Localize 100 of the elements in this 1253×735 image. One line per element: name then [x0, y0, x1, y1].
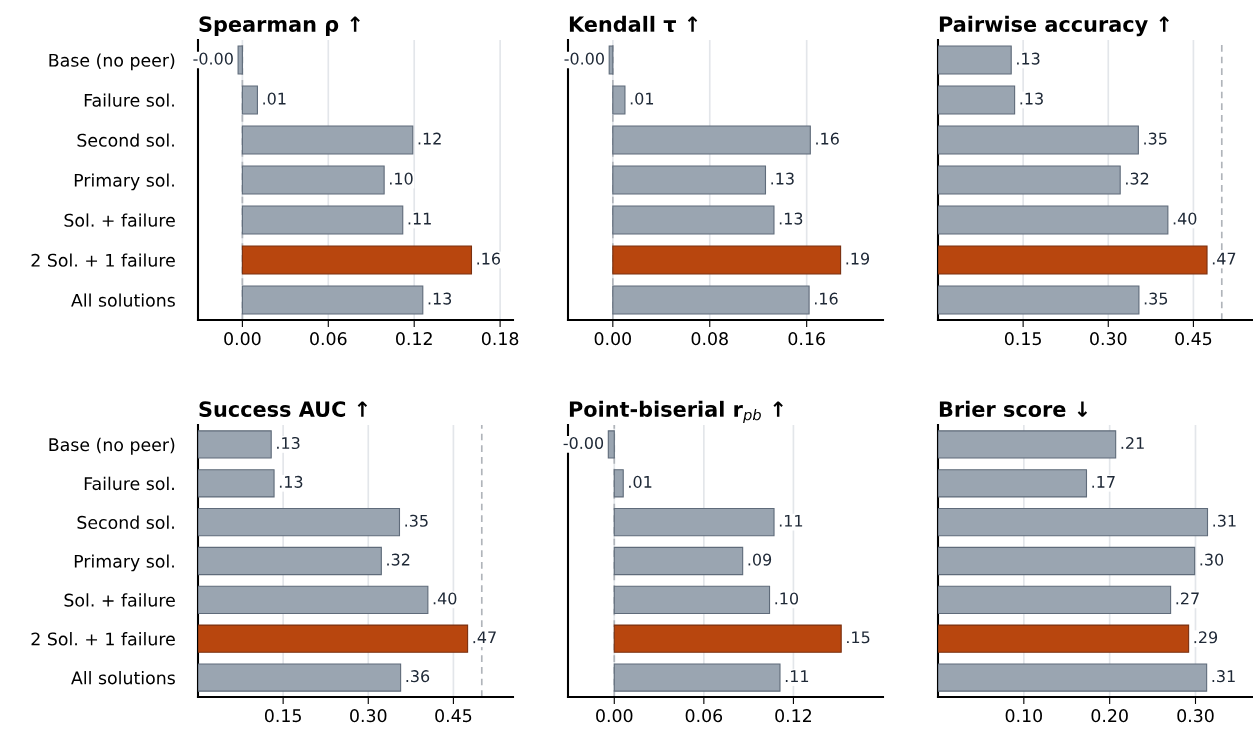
- bar: [938, 205, 1169, 235]
- data-label: .12: [418, 132, 441, 145]
- data-label: .47: [1212, 252, 1236, 265]
- bar: [938, 125, 1139, 155]
- bar: [241, 205, 404, 235]
- y-tick-label: Primary sol.: [74, 554, 174, 572]
- data-label: .13: [277, 436, 300, 450]
- x-tick-label: 0.16: [788, 332, 825, 346]
- bar: [241, 85, 258, 115]
- x-tick-label: 0.20: [1091, 709, 1128, 723]
- bar: [938, 45, 1012, 75]
- chart-title: Pairwise accuracy ↑: [939, 15, 1169, 37]
- x-tick-label: 0.30: [1177, 709, 1214, 723]
- data-label: .13: [779, 212, 803, 225]
- x-tick-label: 0.10: [1005, 709, 1043, 723]
- bar: [938, 85, 1016, 115]
- bar: [938, 469, 1088, 498]
- bar: [612, 165, 767, 195]
- data-label: .01: [630, 92, 654, 105]
- y-tick-label: Base (no peer): [49, 53, 175, 71]
- bar: [607, 430, 615, 459]
- bar: [241, 245, 473, 275]
- data-label: .35: [1144, 132, 1167, 145]
- data-label: .35: [405, 514, 428, 527]
- bar: [938, 285, 1140, 315]
- data-label: .32: [1126, 172, 1149, 185]
- x-tick-label: 0.12: [775, 709, 812, 723]
- bar: [613, 663, 781, 692]
- data-label: .16: [816, 132, 839, 145]
- data-label: .31: [1212, 670, 1235, 683]
- data-label: .11: [785, 670, 809, 682]
- bar: [198, 430, 272, 459]
- data-label: .13: [1020, 92, 1043, 105]
- bar: [237, 45, 243, 75]
- x-tick-label: 0.12: [396, 332, 432, 346]
- data-label: .09: [748, 553, 772, 566]
- data-label: .11: [408, 212, 431, 225]
- bar: [612, 85, 626, 115]
- bar: [198, 663, 402, 692]
- data-label: .32: [387, 553, 410, 566]
- bar: [612, 205, 775, 235]
- x-tick-label: 0.00: [596, 709, 633, 723]
- data-label: .10: [775, 592, 799, 605]
- y-tick-label: Sol. + failure: [64, 213, 175, 227]
- x-tick-label: 0.08: [691, 332, 728, 346]
- data-label: .36: [406, 670, 430, 683]
- bar: [613, 624, 842, 653]
- bar: [613, 585, 771, 615]
- bar: [612, 125, 811, 155]
- chart-title: Spearman ρ ↑: [199, 16, 360, 36]
- bar: [612, 285, 810, 315]
- bar: [613, 469, 624, 498]
- data-label: .47: [473, 631, 496, 644]
- bar: [938, 663, 1208, 692]
- y-tick-label: All solutions: [71, 293, 175, 307]
- data-label: .10: [390, 172, 413, 185]
- data-label: .27: [1176, 592, 1199, 605]
- data-label: .13: [428, 292, 452, 305]
- y-tick-label: 2 Sol. + 1 failure: [31, 632, 175, 646]
- data-label: .19: [846, 252, 870, 265]
- chart-title: Brier score ↓: [939, 400, 1088, 417]
- data-label: .35: [1144, 292, 1168, 305]
- y-tick-label: Base (no peer): [49, 437, 175, 455]
- data-label: .21: [1121, 436, 1144, 449]
- data-label: .13: [1017, 52, 1040, 65]
- bar: [241, 125, 414, 155]
- bar: [198, 469, 275, 498]
- bar: [198, 624, 469, 653]
- data-label: -0.00: [564, 52, 604, 65]
- y-tick-label: Primary sol.: [74, 173, 174, 191]
- bar: [241, 165, 385, 195]
- data-label: .40: [1173, 212, 1197, 225]
- chart-title: Success AUC ↑: [199, 401, 368, 417]
- data-label: .13: [771, 172, 794, 185]
- x-tick-label: 0.30: [1090, 332, 1127, 346]
- bar: [938, 585, 1172, 615]
- bar: [938, 245, 1208, 275]
- bar: [938, 430, 1117, 459]
- x-tick-label: 0.18: [481, 332, 519, 346]
- data-label: .29: [1194, 631, 1218, 644]
- data-label: -0.00: [563, 436, 604, 450]
- chart-title: Kendall τ ↑: [569, 15, 698, 33]
- chart-title: Point-biserial r$_{pb}$ ↑: [569, 400, 783, 424]
- data-label: .13: [279, 475, 303, 488]
- bar: [241, 285, 424, 315]
- x-tick-label: 0.30: [350, 709, 387, 723]
- y-tick-label: 2 Sol. + 1 failure: [31, 253, 175, 267]
- data-label: .31: [1213, 514, 1236, 527]
- data-label: .16: [814, 292, 838, 305]
- data-label: .01: [629, 475, 652, 488]
- bar: [613, 507, 775, 537]
- x-tick-label: 0.00: [594, 332, 631, 346]
- x-tick-label: 0.45: [1175, 332, 1212, 346]
- x-tick-label: 0.00: [224, 332, 261, 346]
- bar: [198, 546, 382, 576]
- bar: [198, 507, 401, 537]
- bar: [198, 585, 429, 615]
- x-tick-label: 0.06: [685, 709, 723, 723]
- bar: [938, 507, 1209, 537]
- data-label: .40: [433, 592, 457, 605]
